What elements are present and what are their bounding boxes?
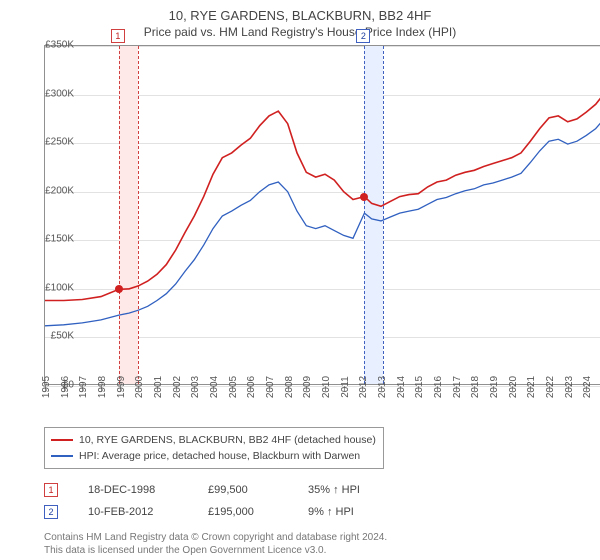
footer-attribution: Contains HM Land Registry data © Crown c… [44,531,590,557]
legend-swatch [51,455,73,457]
chart-subtitle: Price paid vs. HM Land Registry's House … [10,25,590,39]
series-hpi [45,118,600,326]
footer-line-1: Contains HM Land Registry data © Crown c… [44,531,590,544]
transaction-date: 18-DEC-1998 [88,479,178,501]
transaction-row: 1 18-DEC-1998 £99,500 35% ↑ HPI [44,479,590,501]
legend-item: HPI: Average price, detached house, Blac… [51,448,377,464]
chart-area: £0£50K£100K£150K£200K£250K£300K£350K1995… [44,45,600,385]
series-price_paid [45,93,600,301]
sale-point [360,193,368,201]
transaction-price: £99,500 [208,479,278,501]
transaction-row: 2 10-FEB-2012 £195,000 9% ↑ HPI [44,501,590,523]
sale-point [115,285,123,293]
transaction-date: 10-FEB-2012 [88,501,178,523]
event-marker-1: 1 [111,29,125,43]
plot-region [44,45,600,385]
chart-container: 10, RYE GARDENS, BLACKBURN, BB2 4HF Pric… [0,0,600,560]
series-svg [45,46,600,386]
event-marker-2: 2 [356,29,370,43]
transaction-price: £195,000 [208,501,278,523]
legend-swatch [51,439,73,441]
transactions-table: 1 18-DEC-1998 £99,500 35% ↑ HPI 2 10-FEB-2012… [44,479,590,523]
chart-title: 10, RYE GARDENS, BLACKBURN, BB2 4HF [10,8,590,23]
transaction-diff: 9% ↑ HPI [308,501,354,523]
legend-label: HPI: Average price, detached house, Blac… [79,448,360,464]
transaction-diff: 35% ↑ HPI [308,479,360,501]
legend-item: 10, RYE GARDENS, BLACKBURN, BB2 4HF (det… [51,432,377,448]
transaction-marker: 2 [44,505,58,519]
legend: 10, RYE GARDENS, BLACKBURN, BB2 4HF (det… [44,427,384,469]
footer-line-2: This data is licensed under the Open Gov… [44,544,590,557]
legend-label: 10, RYE GARDENS, BLACKBURN, BB2 4HF (det… [79,432,376,448]
transaction-marker: 1 [44,483,58,497]
